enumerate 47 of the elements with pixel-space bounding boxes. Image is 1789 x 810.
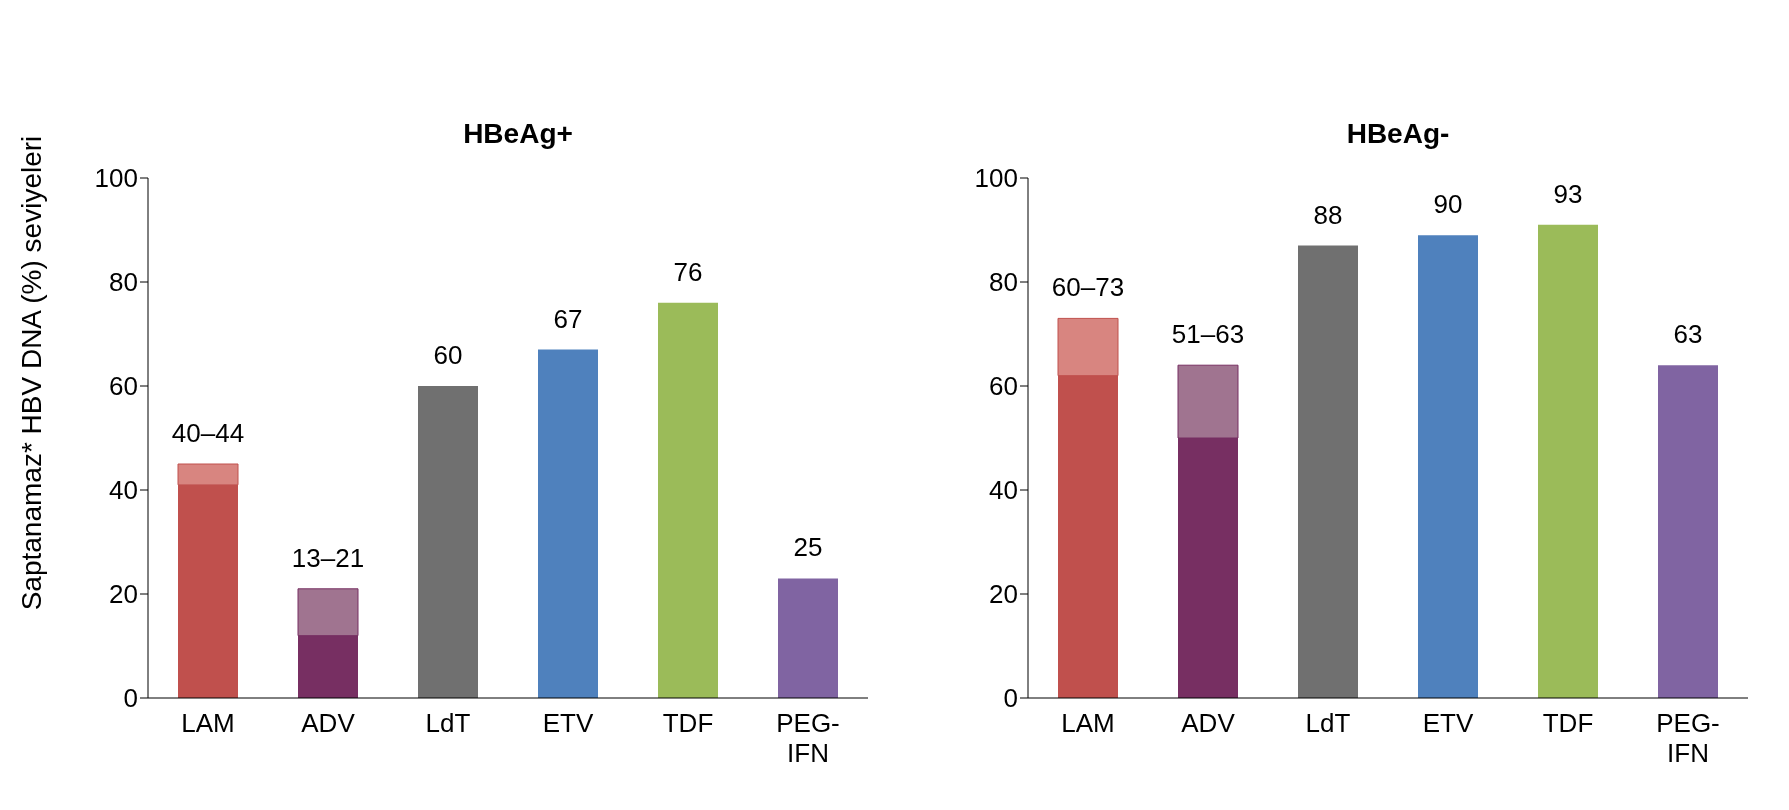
bar [1538,224,1598,698]
x-tick-label: PEG-IFN [776,708,840,768]
bar [418,386,478,698]
y-tick-label: 100 [94,163,138,194]
text: 13–21 [291,542,365,573]
chart-title: HBeAg- [1345,118,1451,150]
bar [538,349,598,698]
text: 25 [793,532,823,563]
y-tick-label: 60 [109,371,138,402]
bar [1418,235,1478,698]
text: 60–73 [1051,272,1125,303]
bar [778,578,838,698]
x-tick-label: TDF [662,708,714,738]
y-tick-label: 80 [109,267,138,298]
text: 93 [1553,178,1583,209]
text: 40–44 [171,418,245,448]
x-tick-label: LdT [1305,708,1351,738]
bar [1658,365,1718,698]
y-tick-label: 20 [109,579,138,610]
y-tick-label: 40 [989,475,1018,506]
x-tick-label: ETV [1422,708,1474,738]
bar [1298,245,1358,698]
x-tick-label: PEG-IFN [1656,708,1720,768]
x-tick-label: ADV [1181,708,1236,738]
y-axis-title: Saptanamaz* HBV DNA (%) seviyeleri [16,135,48,611]
y-tick-label: 0 [123,683,138,714]
x-tick-label: TDF [1542,708,1594,738]
y-tick-label: 40 [109,475,138,506]
text: 90 [1433,189,1463,220]
x-tick-label: LAM [1061,708,1115,738]
x-tick-label: ADV [301,708,356,738]
bar [658,302,718,698]
y-tick-label: 20 [989,579,1018,610]
y-tick-label: 100 [974,163,1018,194]
text: 88 [1313,199,1343,230]
x-tick-label: LdT [425,708,471,738]
text: 76 [673,256,703,287]
x-tick-label: ETV [542,708,594,738]
text: 51–63 [1171,319,1245,350]
y-tick-label: 0 [1003,683,1018,714]
text: 63 [1673,319,1703,350]
text: 60 [433,340,463,370]
y-tick-label: 60 [989,371,1018,402]
x-tick-label: LAM [181,708,235,738]
y-tick-label: 80 [989,267,1018,298]
chart-title: HBeAg+ [463,118,573,149]
text: 67 [553,303,583,334]
